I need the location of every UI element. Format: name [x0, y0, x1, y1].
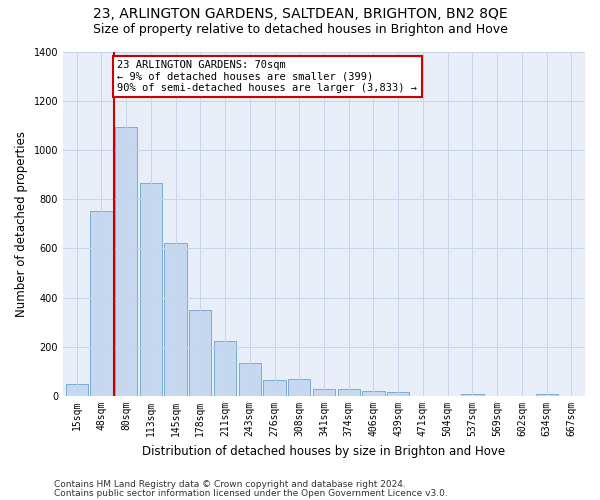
Bar: [461, 394, 484, 396]
Bar: [140, 183, 162, 396]
Bar: [214, 340, 236, 396]
Text: 23 ARLINGTON GARDENS: 70sqm
← 9% of detached houses are smaller (399)
90% of sem: 23 ARLINGTON GARDENS: 70sqm ← 9% of deta…: [118, 60, 418, 94]
Bar: [239, 363, 261, 396]
Bar: [288, 379, 310, 396]
Bar: [387, 392, 409, 396]
Bar: [536, 394, 558, 396]
Text: Size of property relative to detached houses in Brighton and Hove: Size of property relative to detached ho…: [92, 22, 508, 36]
Bar: [65, 384, 88, 396]
Text: Contains HM Land Registry data © Crown copyright and database right 2024.: Contains HM Land Registry data © Crown c…: [54, 480, 406, 489]
Bar: [313, 388, 335, 396]
X-axis label: Distribution of detached houses by size in Brighton and Hove: Distribution of detached houses by size …: [142, 444, 506, 458]
Bar: [115, 126, 137, 396]
Text: 23, ARLINGTON GARDENS, SALTDEAN, BRIGHTON, BN2 8QE: 23, ARLINGTON GARDENS, SALTDEAN, BRIGHTO…: [92, 8, 508, 22]
Bar: [189, 310, 211, 396]
Bar: [164, 244, 187, 396]
Bar: [338, 388, 360, 396]
Text: Contains public sector information licensed under the Open Government Licence v3: Contains public sector information licen…: [54, 488, 448, 498]
Y-axis label: Number of detached properties: Number of detached properties: [15, 131, 28, 317]
Bar: [263, 380, 286, 396]
Bar: [90, 212, 113, 396]
Bar: [362, 391, 385, 396]
